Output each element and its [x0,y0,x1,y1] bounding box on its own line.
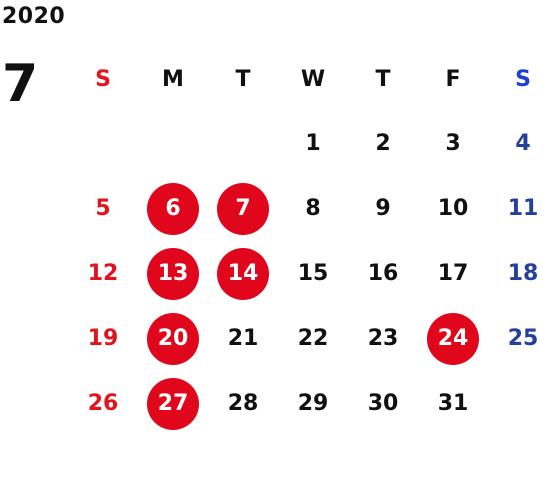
day-cell: 5 [68,176,138,241]
day-cell: 16 [348,241,418,306]
calendar-year: 2020 [2,4,66,29]
day-cell: 19 [68,306,138,371]
day-number: 30 [367,391,399,416]
day-number: 24 [427,312,479,365]
day-number [77,118,129,170]
day-cell: 26 [68,371,138,436]
day-number: 27 [147,377,199,430]
day-cell [488,371,548,436]
day-cell: 17 [418,241,488,306]
day-number: 8 [305,196,321,221]
day-cell: 9 [348,176,418,241]
weekday-header-thursday: T [375,66,391,92]
day-number: 26 [87,391,119,416]
day-number: 21 [227,326,259,351]
day-number [147,118,199,170]
day-number [217,118,269,170]
day-cell: 3 [418,111,488,176]
calendar-month: 7 [2,54,39,114]
day-cell-highlighted: 27 [138,371,208,436]
day-cell: 29 [278,371,348,436]
day-number: 23 [367,326,399,351]
day-cell: 11 [488,176,548,241]
day-cell-highlighted: 6 [138,176,208,241]
day-cell: 30 [348,371,418,436]
day-number: 31 [437,391,469,416]
day-cell: 10 [418,176,488,241]
day-number: 29 [297,391,329,416]
day-cell [138,111,208,176]
day-cell: 23 [348,306,418,371]
day-cell-highlighted: 13 [138,241,208,306]
day-number: 20 [147,312,199,365]
day-number: 6 [147,182,199,235]
day-cell-highlighted: 7 [208,176,278,241]
day-number: 25 [507,326,539,351]
day-number: 15 [297,261,329,286]
day-number: 11 [507,196,539,221]
day-number: 18 [507,261,539,286]
day-cell [68,111,138,176]
weekday-header-tuesday: T [235,66,251,92]
day-cell: 1 [278,111,348,176]
day-number: 12 [87,261,119,286]
day-cell: 31 [418,371,488,436]
day-cell-highlighted: 14 [208,241,278,306]
day-number: 2 [375,131,391,156]
day-cell-highlighted: 24 [418,306,488,371]
day-cell: 8 [278,176,348,241]
day-number: 7 [217,182,269,235]
day-cell-highlighted: 20 [138,306,208,371]
weekday-header-saturday: S [515,66,531,92]
day-number: 4 [515,131,531,156]
weekday-header-sunday: S [95,66,111,92]
day-number: 13 [147,247,199,300]
day-cell: 4 [488,111,548,176]
day-number: 5 [95,196,111,221]
day-number: 28 [227,391,259,416]
day-number: 10 [437,196,469,221]
day-number: 19 [87,326,119,351]
day-number: 22 [297,326,329,351]
day-number: 9 [375,196,391,221]
day-number: 17 [437,261,469,286]
day-cell: 21 [208,306,278,371]
day-number: 1 [305,131,321,156]
day-cell [208,111,278,176]
day-number: 16 [367,261,399,286]
day-cell: 18 [488,241,548,306]
weekday-header-wednesday: W [300,66,326,92]
day-cell: 12 [68,241,138,306]
calendar-grid: S M T W T F S 1 2 3 4 5 6 7 8 9 10 11 12… [68,47,548,436]
day-number: 3 [445,131,461,156]
day-number [497,378,548,430]
day-cell: 2 [348,111,418,176]
day-cell: 25 [488,306,548,371]
day-number: 14 [217,247,269,300]
day-cell: 15 [278,241,348,306]
day-cell: 28 [208,371,278,436]
day-cell: 22 [278,306,348,371]
weekday-header-monday: M [162,66,184,92]
weekday-header-friday: F [445,66,461,92]
